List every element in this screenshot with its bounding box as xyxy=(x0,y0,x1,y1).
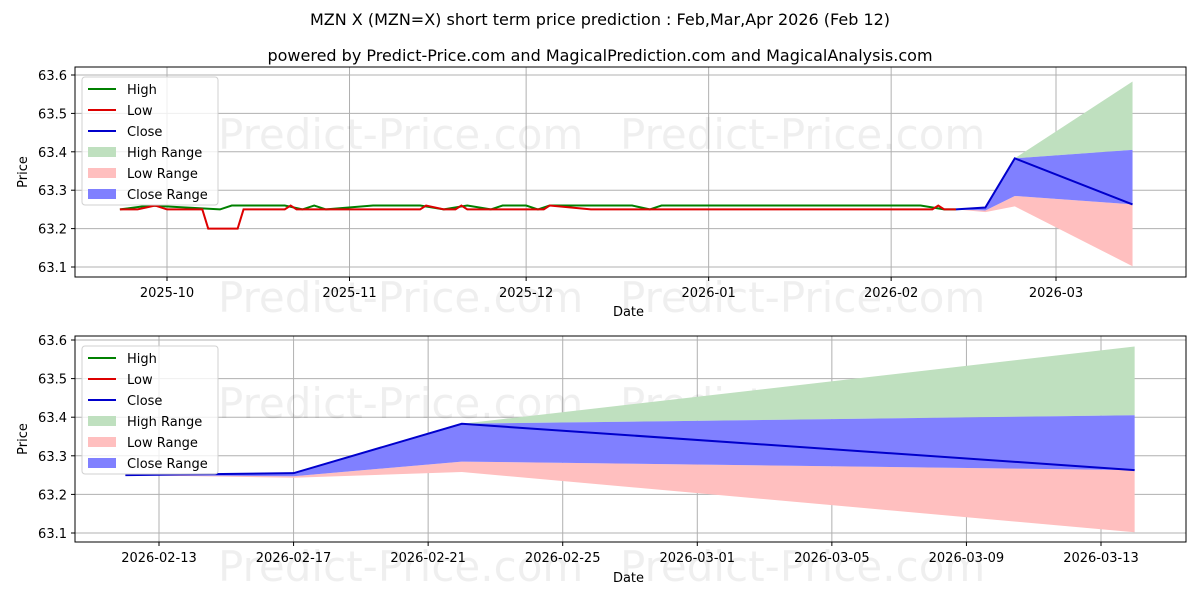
legend-item-low-range: Low Range xyxy=(88,436,198,451)
watermark-text: Predict-Price.com xyxy=(620,542,985,591)
low-range-area xyxy=(125,461,1135,533)
watermark-text: Predict-Price.com xyxy=(620,110,985,159)
top-chart: Predict-Price.com Predict-Price.com Predic… xyxy=(16,66,1187,322)
close-range-area xyxy=(955,149,1133,211)
svg-text:High Range: High Range xyxy=(127,146,202,161)
x-tick-label: 2026-03 xyxy=(1029,286,1083,301)
legend-item-low: Low xyxy=(88,373,153,388)
legend-item-close-range: Close Range xyxy=(88,188,208,203)
legend-item-close: Close xyxy=(88,125,162,140)
x-tick-label: 2026-02-13 xyxy=(121,551,197,566)
svg-text:High: High xyxy=(127,352,157,367)
legend-item-high: High xyxy=(88,352,157,367)
svg-text:High Range: High Range xyxy=(127,415,202,430)
x-tick-label: 2026-03-09 xyxy=(929,551,1005,566)
low-line xyxy=(119,204,956,230)
svg-text:High: High xyxy=(127,83,157,98)
x-tick-label: 2026-02-17 xyxy=(256,551,332,566)
svg-text:Close Range: Close Range xyxy=(127,188,208,203)
svg-text:Close: Close xyxy=(127,125,162,140)
y-tick-label: 63.6 xyxy=(38,69,67,84)
x-tick-label: 2025-11 xyxy=(322,286,376,301)
chart-subtitle: powered by Predict-Price.com and Magical… xyxy=(267,46,933,65)
svg-text:Close: Close xyxy=(127,394,162,409)
y-tick-label: 63.1 xyxy=(38,261,67,276)
y-tick-label: 63.5 xyxy=(38,373,67,388)
legend-item-low-range: Low Range xyxy=(88,167,198,182)
plot-frame xyxy=(74,335,1187,543)
x-tick-label: 2025-12 xyxy=(499,286,553,301)
close-range-area xyxy=(125,415,1135,477)
legend-item-high-range: High Range xyxy=(88,415,202,430)
y-tick-label: 63.4 xyxy=(38,411,67,426)
legend: High Low Close High Range Low Range Close Ran… xyxy=(81,76,219,206)
svg-text:Close Range: Close Range xyxy=(127,457,208,472)
x-tick-label: 2026-03-05 xyxy=(794,551,870,566)
y-tick-label: 63.3 xyxy=(38,184,67,199)
y-tick-label: 63.6 xyxy=(38,334,67,349)
svg-text:Low Range: Low Range xyxy=(127,167,198,182)
y-tick-label: 63.1 xyxy=(38,527,67,542)
svg-text:Low Range: Low Range xyxy=(127,436,198,451)
high-range-area xyxy=(955,81,1133,210)
x-tick-label: 2026-02-21 xyxy=(390,551,466,566)
watermark-text: Predict-Price.com xyxy=(218,273,583,322)
legend: High Low Close High Range Low Range Close Ran… xyxy=(81,345,219,475)
legend-item-high-range: High Range xyxy=(88,146,202,161)
y-tick-label: 63.2 xyxy=(38,223,67,238)
close-line xyxy=(955,157,1133,211)
x-axis-label: Date xyxy=(613,571,644,586)
x-tick-label: 2025-10 xyxy=(140,286,194,301)
x-tick-label: 2026-01 xyxy=(681,286,735,301)
y-tick-label: 63.4 xyxy=(38,146,67,161)
x-tick-label: 2026-02-25 xyxy=(525,551,601,566)
low-range-area xyxy=(955,195,1133,267)
watermark-text: Predict-Price.com xyxy=(218,110,583,159)
legend-item-low: Low xyxy=(88,104,153,119)
svg-text:Low: Low xyxy=(127,373,153,388)
y-tick-label: 63.5 xyxy=(38,107,67,122)
y-axis-label: Price xyxy=(16,423,31,455)
chart-title: MZN X (MZN=X) short term price predictio… xyxy=(309,10,891,29)
plot-frame xyxy=(74,66,1187,278)
x-tick-label: 2026-02 xyxy=(864,286,918,301)
x-axis-label: Date xyxy=(613,305,644,320)
y-tick-label: 63.3 xyxy=(38,450,67,465)
legend-item-high: High xyxy=(88,83,157,98)
legend-item-close: Close xyxy=(88,394,162,409)
x-tick-label: 2026-03-01 xyxy=(660,551,736,566)
grid xyxy=(75,67,1186,277)
y-axis-label: Price xyxy=(16,156,31,188)
svg-text:Low: Low xyxy=(127,104,153,119)
y-tick-label: 63.2 xyxy=(38,488,67,503)
x-tick-label: 2026-03-13 xyxy=(1063,551,1139,566)
high-range-area xyxy=(125,346,1135,476)
watermark-text: Predict-Price.com xyxy=(620,273,985,322)
watermark-text: Predict-Price.com xyxy=(218,542,583,591)
legend-item-close-range: Close Range xyxy=(88,457,208,472)
